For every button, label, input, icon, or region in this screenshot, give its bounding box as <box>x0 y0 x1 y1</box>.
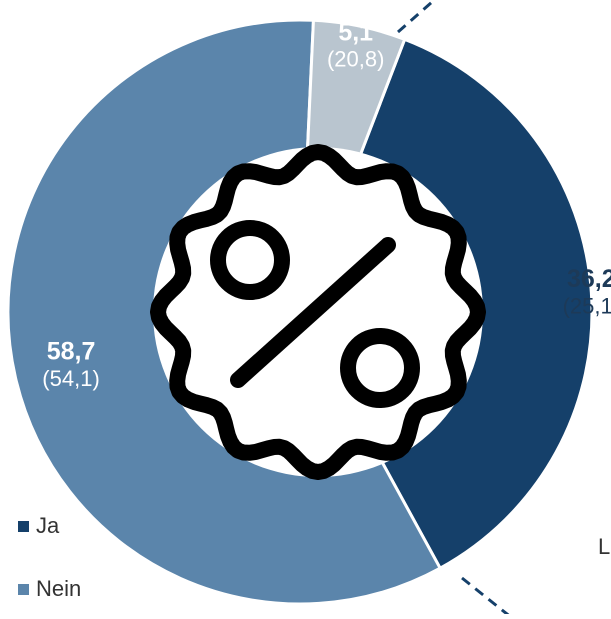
percent-dot <box>210 220 290 300</box>
legend-label: Nein <box>36 576 81 601</box>
previous-value-label: (54,1) <box>42 366 99 391</box>
legend-swatch <box>18 521 29 532</box>
previous-value-label: (20,8) <box>327 47 384 72</box>
legend-label: Ja <box>36 513 60 538</box>
value-label: 36,2 <box>567 265 611 293</box>
leader-line <box>397 0 437 34</box>
value-label: 5,1 <box>338 18 373 46</box>
badge-outline <box>150 144 486 480</box>
leader-line <box>461 576 513 619</box>
percent-slash <box>230 237 396 388</box>
percent-icon <box>150 144 486 480</box>
donut <box>6 18 594 606</box>
percent-dot <box>340 328 420 408</box>
annotation: L <box>598 534 610 559</box>
previous-value-label: (25,1) <box>563 293 611 318</box>
value-label: 58,7 <box>47 338 96 366</box>
legend-swatch <box>18 584 29 595</box>
